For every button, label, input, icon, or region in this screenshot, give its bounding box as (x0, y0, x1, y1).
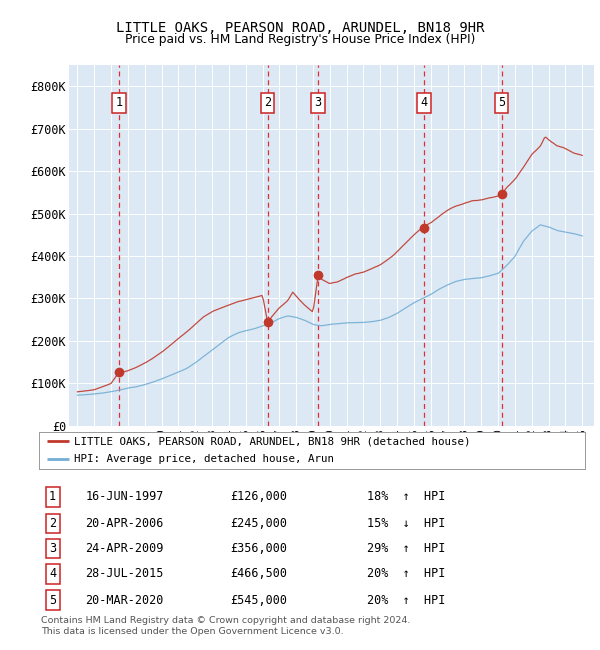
Text: 24-APR-2009: 24-APR-2009 (85, 542, 164, 555)
Text: 3: 3 (49, 542, 56, 555)
Text: 1: 1 (115, 96, 122, 109)
Text: £466,500: £466,500 (230, 567, 287, 580)
Text: 5: 5 (498, 96, 505, 109)
Text: 16-JUN-1997: 16-JUN-1997 (85, 490, 164, 503)
Text: 2: 2 (264, 96, 271, 109)
Text: 5: 5 (49, 594, 56, 607)
Text: Contains HM Land Registry data © Crown copyright and database right 2024.
This d: Contains HM Land Registry data © Crown c… (41, 616, 410, 636)
Text: 29%  ↑  HPI: 29% ↑ HPI (367, 542, 445, 555)
Text: £245,000: £245,000 (230, 517, 287, 530)
Text: 18%  ↑  HPI: 18% ↑ HPI (367, 490, 445, 503)
Text: 1: 1 (49, 490, 56, 503)
Text: £356,000: £356,000 (230, 542, 287, 555)
Text: 20-APR-2006: 20-APR-2006 (85, 517, 164, 530)
Text: HPI: Average price, detached house, Arun: HPI: Average price, detached house, Arun (74, 454, 334, 465)
Text: 20-MAR-2020: 20-MAR-2020 (85, 594, 164, 607)
Text: LITTLE OAKS, PEARSON ROAD, ARUNDEL, BN18 9HR (detached house): LITTLE OAKS, PEARSON ROAD, ARUNDEL, BN18… (74, 437, 471, 447)
Text: Price paid vs. HM Land Registry's House Price Index (HPI): Price paid vs. HM Land Registry's House … (125, 32, 475, 46)
Text: 2: 2 (49, 517, 56, 530)
Text: 20%  ↑  HPI: 20% ↑ HPI (367, 567, 445, 580)
Text: 28-JUL-2015: 28-JUL-2015 (85, 567, 164, 580)
Text: £545,000: £545,000 (230, 594, 287, 607)
Text: 15%  ↓  HPI: 15% ↓ HPI (367, 517, 445, 530)
Text: 4: 4 (49, 567, 56, 580)
Text: LITTLE OAKS, PEARSON ROAD, ARUNDEL, BN18 9HR: LITTLE OAKS, PEARSON ROAD, ARUNDEL, BN18… (116, 21, 484, 35)
Text: £126,000: £126,000 (230, 490, 287, 503)
Text: 20%  ↑  HPI: 20% ↑ HPI (367, 594, 445, 607)
Text: 3: 3 (314, 96, 322, 109)
Text: 4: 4 (420, 96, 427, 109)
